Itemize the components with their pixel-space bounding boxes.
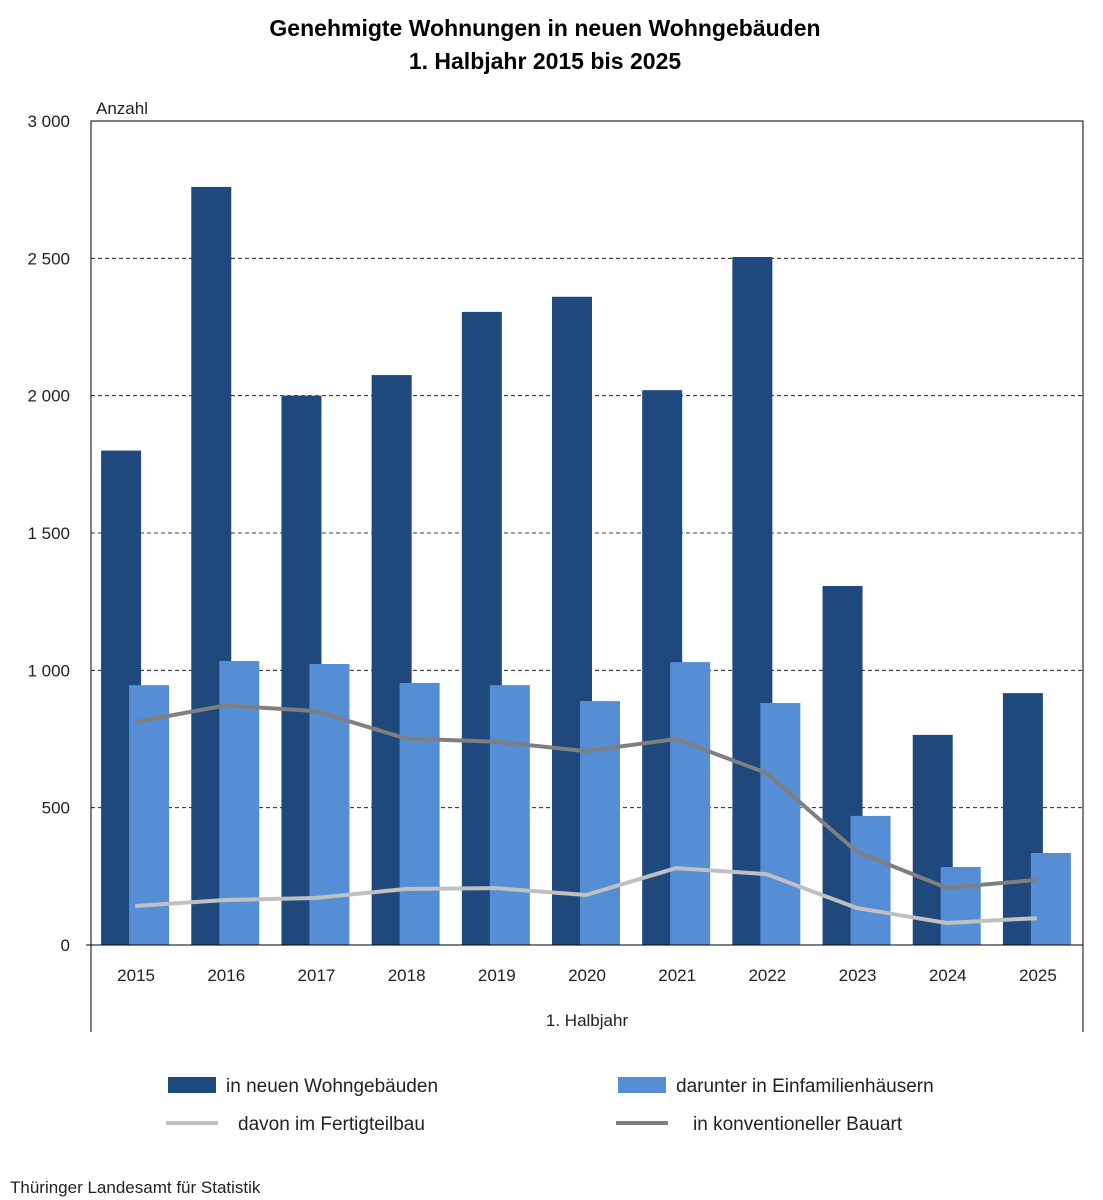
- source-note: Thüringer Landesamt für Statistik: [10, 1178, 261, 1197]
- y-tick-label: 1 500: [27, 524, 70, 543]
- y-tick-label: 2 000: [27, 387, 70, 406]
- bar-einfamilienhaeuser: [309, 664, 350, 945]
- x-tick-label: 2020: [568, 966, 606, 985]
- x-axis-label: 1. Halbjahr: [546, 1011, 629, 1030]
- y-tick-label: 0: [61, 936, 70, 955]
- legend-swatch: [618, 1077, 666, 1093]
- line-fertigteilbau: [134, 866, 1038, 926]
- y-axis-label: Anzahl: [96, 99, 148, 118]
- line-konventionell: [134, 703, 1038, 890]
- x-tick-label: 2015: [117, 966, 155, 985]
- x-tick-label: 2023: [839, 966, 877, 985]
- bar-einfamilienhaeuser: [850, 815, 891, 945]
- x-tick-label: 2019: [478, 966, 516, 985]
- bar-einfamilienhaeuser: [1030, 852, 1071, 945]
- bar-einfamilienhaeuser: [760, 703, 801, 945]
- chart-title: Genehmigte Wohnungen in neuen Wohngebäud…: [269, 15, 820, 41]
- y-tick-label: 3 000: [27, 112, 70, 131]
- bar-einfamilienhaeuser: [399, 682, 440, 945]
- x-tick-label: 2025: [1019, 966, 1057, 985]
- legend-swatch: [168, 1077, 216, 1093]
- x-tick-label: 2016: [207, 966, 245, 985]
- x-tick-label: 2022: [748, 966, 786, 985]
- legend-label: davon im Fertigteilbau: [238, 1114, 425, 1135]
- chart-subtitle: 1. Halbjahr 2015 bis 2025: [409, 48, 682, 74]
- y-tick-label: 2 500: [27, 249, 70, 268]
- bar-einfamilienhaeuser: [940, 866, 981, 945]
- legend-label: darunter in Einfamilienhäusern: [676, 1076, 934, 1097]
- legend-label: in konventioneller Bauart: [693, 1114, 903, 1135]
- x-tick-label: 2018: [388, 966, 426, 985]
- plot-frame: [90, 120, 1084, 946]
- bar-einfamilienhaeuser: [129, 685, 170, 945]
- legend-label: in neuen Wohngebäuden: [226, 1076, 438, 1097]
- x-tick-label: 2017: [298, 966, 336, 985]
- bar-einfamilienhaeuser: [580, 701, 620, 945]
- x-tick-label: 2021: [658, 966, 696, 985]
- y-tick-label: 500: [42, 799, 70, 818]
- y-tick-label: 1 000: [27, 661, 70, 680]
- bar-einfamilienhaeuser: [489, 685, 530, 945]
- x-tick-label: 2024: [929, 966, 967, 985]
- bar-einfamilienhaeuser: [670, 662, 711, 945]
